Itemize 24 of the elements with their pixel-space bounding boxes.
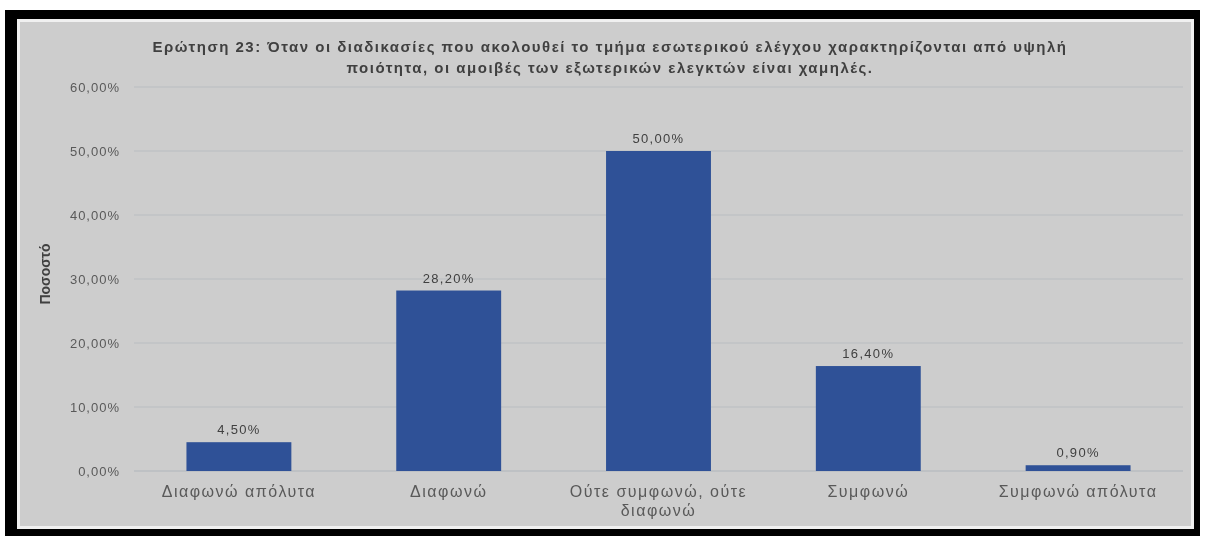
y-tick-label: 30,00% — [69, 271, 120, 287]
y-tick-label: 20,00% — [69, 335, 120, 351]
bar — [396, 290, 502, 471]
bar — [186, 442, 292, 471]
bar — [815, 366, 921, 471]
data-label: 0,90% — [1056, 445, 1100, 461]
x-tick-label: Συμφωνώ απόλυτα — [998, 483, 1158, 500]
data-label: 16,40% — [842, 346, 895, 362]
x-tick-label: Συμφωνώ — [827, 483, 910, 500]
y-tick-label: 0,00% — [78, 463, 120, 479]
data-label: 28,20% — [422, 270, 475, 286]
y-tick-label: 10,00% — [69, 399, 120, 415]
y-tick-label: 60,00% — [69, 79, 120, 95]
data-label: 4,50% — [217, 422, 261, 438]
x-tick-label: Διαφωνώ απόλυτα — [161, 483, 317, 500]
bar — [1025, 465, 1131, 471]
bar — [606, 151, 711, 471]
x-tick-label: Διαφωνώ — [410, 483, 488, 500]
data-label: 50,00% — [632, 131, 685, 146]
chart-title: Ερώτηση 23: Όταν οι διαδικασίες που ακολουθεί το τμήμα εσωτερικού ελέγχου χαρακτηρίζονται από υψηλή ποιότητα, οι αμοιβές των εξωτερικών ελεγκτών είναι χαμηλές. — [152, 38, 1068, 76]
y-tick-label: 40,00% — [69, 207, 120, 223]
x-tick-label: Ούτε συμφωνώ, ούτε διαφωνώ — [569, 483, 748, 519]
y-axis-title: Ποσοστό — [37, 243, 53, 305]
y-tick-label: 50,00% — [69, 143, 120, 159]
